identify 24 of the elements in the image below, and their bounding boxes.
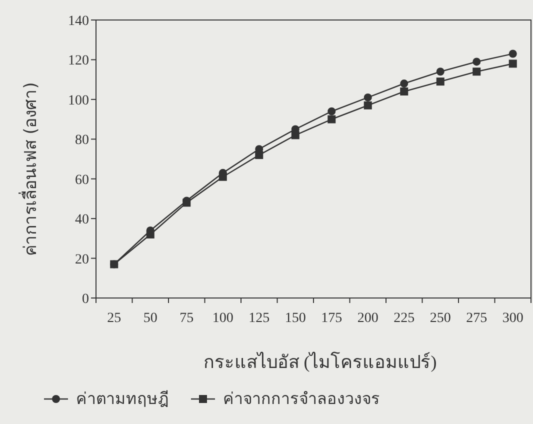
x-tick-label: 25 — [107, 311, 122, 326]
x-tick-label: 100 — [212, 311, 234, 326]
x-tick-label: 75 — [180, 311, 194, 326]
y-tick-label: 60 — [75, 172, 89, 188]
x-tick-label: 300 — [502, 311, 524, 326]
x-tick-label: 150 — [284, 311, 306, 326]
y-tick-label: 80 — [75, 133, 89, 148]
y-axis-title: ค่าการเลื่อนเฟส (องศา) — [18, 82, 41, 256]
legend-label: ค่าจากการจำลองวงจร — [223, 391, 380, 408]
x-tick-label: 275 — [466, 311, 488, 326]
y-tick-label: 100 — [68, 93, 89, 108]
x-tick-label: 125 — [248, 311, 270, 326]
y-tick-label: 0 — [82, 292, 89, 307]
y-tick-label: 20 — [75, 252, 89, 268]
x-axis-title: กระแสไบอัส (ไมโครแอมแปร์) — [203, 351, 437, 372]
y-tick-label: 140 — [68, 14, 89, 29]
x-tick-label: 200 — [357, 311, 378, 326]
x-tick-label: 250 — [430, 311, 451, 326]
y-tick-label: 40 — [75, 212, 89, 228]
legend-label: ค่าตามทฤษฎี — [76, 390, 169, 408]
x-tick-label: 225 — [394, 311, 415, 326]
x-tick-label: 175 — [321, 311, 342, 326]
x-tick-label: 50 — [143, 311, 158, 326]
y-tick-label: 120 — [68, 54, 89, 69]
